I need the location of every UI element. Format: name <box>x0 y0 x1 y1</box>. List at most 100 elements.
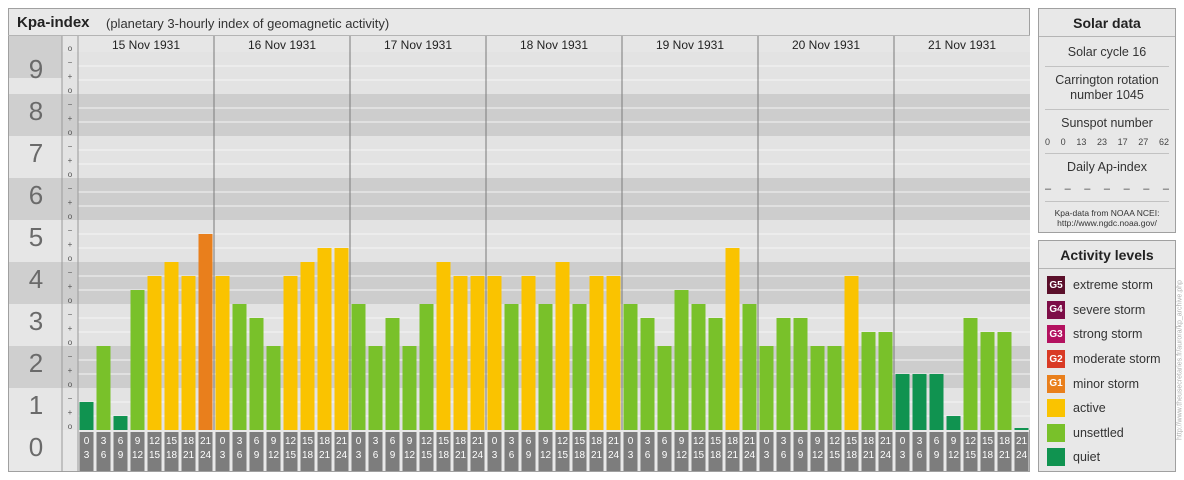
kp-bar <box>334 248 349 430</box>
solar-data-panel: Solar data Solar cycle 16 Carrington rot… <box>1038 8 1176 233</box>
hour-cell <box>419 432 434 471</box>
kp-bar <box>419 304 434 430</box>
legend-item-active: active <box>1039 396 1175 421</box>
hour-start-label: 12 <box>149 436 161 447</box>
hour-end-label: 24 <box>880 450 892 461</box>
hour-end-label: 6 <box>509 450 515 461</box>
hour-end-label: 9 <box>390 450 396 461</box>
hour-start-label: 12 <box>421 436 433 447</box>
hour-start-label: 0 <box>220 436 226 447</box>
kp-bar <box>453 275 468 430</box>
hour-start-label: 0 <box>628 436 634 447</box>
hour-end-label: 3 <box>356 450 362 461</box>
kp-bar <box>657 346 672 430</box>
hour-cell <box>725 432 740 471</box>
kp-bar <box>96 346 111 430</box>
minor-tick-symbol: o <box>68 86 73 95</box>
legend-item-unsettled: unsettled <box>1039 421 1175 446</box>
hour-cell <box>232 432 247 471</box>
ap-value: – <box>1143 183 1150 195</box>
hour-cell <box>249 432 264 471</box>
hour-end-label: 3 <box>764 450 770 461</box>
hour-start-label: 6 <box>662 436 668 447</box>
hour-cell <box>980 432 995 471</box>
kp-bar <box>436 262 451 430</box>
minor-tick-symbol: o <box>68 212 73 221</box>
minor-tick-symbol: o <box>68 254 73 263</box>
hour-cell <box>793 432 808 471</box>
legend-item-minor-storm: G1 minor storm <box>1039 371 1175 396</box>
y-tick-label: 1 <box>29 390 43 420</box>
ylabel-band-6 <box>9 136 62 178</box>
hour-start-label: 15 <box>982 436 994 447</box>
ylabel-band-0 <box>9 388 62 430</box>
kp-band-6 <box>62 136 1030 178</box>
hour-start-label: 0 <box>356 436 362 447</box>
kp-band-4 <box>62 220 1030 262</box>
hour-start-label: 3 <box>101 436 107 447</box>
activity-legend: G5 extreme storm G4 severe storm G3 strong st… <box>1039 269 1175 470</box>
y-tick-label: 2 <box>29 348 43 378</box>
divider <box>1045 66 1169 67</box>
hour-cell <box>266 432 281 471</box>
hour-start-label: 6 <box>798 436 804 447</box>
hour-start-label: 3 <box>781 436 787 447</box>
ylabel-band-9 <box>9 36 62 78</box>
minor-tick-symbol: o <box>68 170 73 179</box>
sunspot-label: Sunspot number <box>1061 116 1153 130</box>
watermark: http://www.theusecretaries.fr/aurora/kp_… <box>1176 250 1184 470</box>
hour-end-label: 9 <box>254 450 260 461</box>
hour-start-label: 0 <box>84 436 90 447</box>
hour-cell <box>912 432 927 471</box>
kp-bar <box>249 317 264 430</box>
minor-tick-symbol: o <box>68 380 73 389</box>
sunspot-value: 0 <box>1045 137 1051 147</box>
hour-end-label: 9 <box>526 450 532 461</box>
minor-tick-symbol: − <box>68 310 73 319</box>
legend-item-extreme-storm: G5 extreme storm <box>1039 273 1175 298</box>
hour-cell <box>742 432 757 471</box>
minor-tick-symbol: + <box>68 114 73 123</box>
legend-label: unsettled <box>1073 425 1124 440</box>
sunspot-value: 27 <box>1138 137 1149 147</box>
kp-bar <box>980 332 995 430</box>
hour-cell <box>521 432 536 471</box>
chart-title: Kpa-index <box>17 14 90 31</box>
hour-end-label: 18 <box>846 450 858 461</box>
minor-tick-symbol: + <box>68 324 73 333</box>
kp-bar <box>776 317 791 430</box>
ap-label: Daily Ap-index <box>1067 160 1147 174</box>
legend-swatch <box>1047 399 1065 418</box>
hour-start-label: 9 <box>271 436 277 447</box>
minor-tick-symbol: + <box>68 282 73 291</box>
day-label: 20 Nov 1931 <box>792 38 860 52</box>
minor-tick-symbol: o <box>68 128 73 137</box>
ylabel-band-4 <box>9 220 62 262</box>
hour-end-label: 15 <box>965 450 977 461</box>
legend-label: strong storm <box>1073 327 1143 342</box>
kp-bar <box>164 262 179 430</box>
hour-cell <box>385 432 400 471</box>
hour-start-label: 21 <box>200 436 212 447</box>
hour-end-label: 12 <box>812 450 824 461</box>
hour-end-label: 15 <box>285 450 297 461</box>
hour-start-label: 18 <box>455 436 467 447</box>
kp-bar <box>283 275 298 430</box>
hour-start-label: 3 <box>917 436 923 447</box>
kp-bar <box>725 248 740 430</box>
kp-bar <box>572 304 587 430</box>
divider <box>1045 201 1169 202</box>
hour-end-label: 18 <box>438 450 450 461</box>
kp-bar <box>232 304 247 430</box>
ap-value: – <box>1064 183 1071 195</box>
hour-end-label: 12 <box>540 450 552 461</box>
hour-cell <box>589 432 604 471</box>
legend-label: moderate storm <box>1073 352 1161 367</box>
hour-cell <box>1014 432 1029 471</box>
hour-cell <box>147 432 162 471</box>
hour-start-label: 18 <box>863 436 875 447</box>
hour-cell <box>691 432 706 471</box>
hour-end-label: 15 <box>421 450 433 461</box>
hour-end-label: 21 <box>727 450 739 461</box>
hour-end-label: 15 <box>693 450 705 461</box>
